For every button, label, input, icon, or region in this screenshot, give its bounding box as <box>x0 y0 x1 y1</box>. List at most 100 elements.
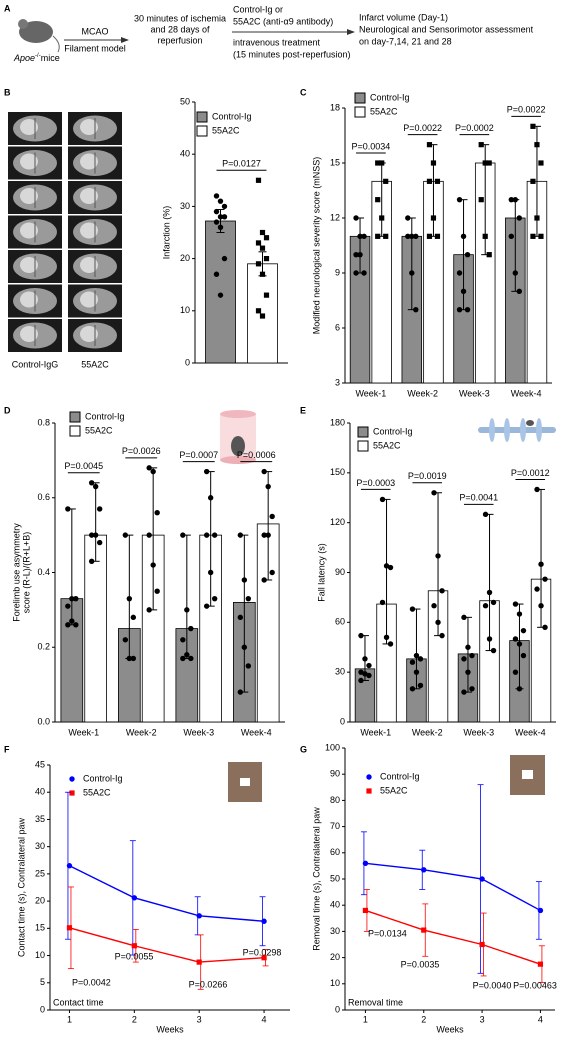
disc <box>489 418 495 442</box>
marker <box>375 233 381 239</box>
p-value: P=0.0019 <box>408 471 447 481</box>
marker <box>431 490 437 496</box>
x-tick-label: 4 <box>538 1014 543 1024</box>
marker <box>464 251 471 258</box>
marker <box>512 196 518 203</box>
marker <box>366 788 372 794</box>
marker <box>265 483 271 490</box>
route-label: (15 minutes post-reperfusion) <box>233 49 351 59</box>
p-value: P=0.0041 <box>459 493 498 503</box>
marker <box>508 233 514 240</box>
marker <box>465 644 471 650</box>
marker <box>520 627 527 634</box>
marker <box>534 586 540 592</box>
legend-swatch <box>196 125 208 137</box>
lesion <box>80 153 98 170</box>
legend-label: Control-Ig <box>380 771 420 781</box>
marker <box>65 603 71 609</box>
marker <box>530 123 536 129</box>
y-tick-label: 0.4 <box>37 567 50 577</box>
marker <box>122 637 129 643</box>
p-value: P=0.0003 <box>356 478 395 488</box>
marker <box>534 142 540 148</box>
x-axis-label: Weeks <box>436 1024 464 1034</box>
marker <box>217 198 224 204</box>
y-tick-label: 50 <box>180 96 190 106</box>
marker <box>261 918 267 924</box>
marker <box>245 595 252 602</box>
x-tick-label: Week-1 <box>355 388 386 398</box>
marker <box>387 564 394 571</box>
marker <box>387 641 394 647</box>
panel-label: D <box>4 405 11 415</box>
marker <box>516 215 522 221</box>
marker <box>456 306 463 313</box>
marker <box>479 941 485 948</box>
marker <box>269 569 275 576</box>
series-line <box>365 909 541 965</box>
lesion <box>80 222 98 239</box>
marker <box>512 636 519 642</box>
marker <box>434 178 441 184</box>
disc <box>520 418 526 442</box>
panel-label: A <box>4 3 11 13</box>
marker <box>537 961 544 967</box>
y-tick-label: 40 <box>330 900 340 910</box>
cylinder-top <box>220 410 256 418</box>
lesion <box>20 188 38 204</box>
subject-label: Apoe-/-mice <box>13 53 60 64</box>
marker <box>482 511 489 518</box>
legend-label: Control-Ig <box>212 111 252 121</box>
marker <box>435 619 441 626</box>
marker <box>379 496 386 503</box>
model-label: Filament model <box>64 43 126 53</box>
marker <box>207 569 214 576</box>
p-value: P=0.00463 <box>513 980 557 990</box>
bar <box>84 534 108 723</box>
p-value: P=0.0127 <box>222 159 261 169</box>
marker <box>362 860 369 866</box>
marker <box>464 306 471 313</box>
x-tick-label: Week-2 <box>412 727 443 737</box>
legend-label: Control-Ig <box>83 773 123 783</box>
marker <box>203 603 210 609</box>
marker <box>538 603 544 609</box>
legend-label: 55A2C <box>380 785 408 795</box>
marker <box>184 652 190 658</box>
marker <box>357 233 363 240</box>
marker <box>383 634 390 640</box>
treatment-label: 55A2C (anti-α9 antibody) <box>233 16 333 26</box>
marker <box>203 532 210 538</box>
corner-label: Removal time <box>348 997 403 1007</box>
marker <box>88 558 95 564</box>
marker <box>361 233 367 240</box>
marker <box>65 622 71 628</box>
marker <box>237 614 244 621</box>
marker <box>69 618 75 624</box>
marker <box>413 652 420 659</box>
marker <box>482 233 488 239</box>
marker <box>486 636 493 642</box>
disc <box>504 418 510 442</box>
marker <box>126 595 133 602</box>
marker <box>213 271 220 277</box>
subject-suffix: mice <box>41 53 60 63</box>
marker <box>516 686 523 692</box>
marker <box>542 624 548 631</box>
marker <box>375 197 381 203</box>
y-tick-label: 45 <box>35 759 45 769</box>
rotarod-icon <box>478 418 556 442</box>
y-tick-label: 30 <box>180 201 190 211</box>
marker <box>409 686 416 692</box>
ischemia-label: 30 minutes of ischemia <box>134 13 226 23</box>
lesion <box>80 291 98 308</box>
y-axis-label: Removal time (s), Contralateral paw <box>311 807 321 951</box>
marker <box>379 215 385 221</box>
marker <box>255 308 262 314</box>
y-axis-label: Contact time (s), Contralateral paw <box>16 817 26 957</box>
legend-swatch <box>69 425 81 437</box>
y-axis-label: Forelimb use asymmetry <box>11 523 21 622</box>
marker <box>409 659 416 665</box>
marker <box>265 532 271 538</box>
